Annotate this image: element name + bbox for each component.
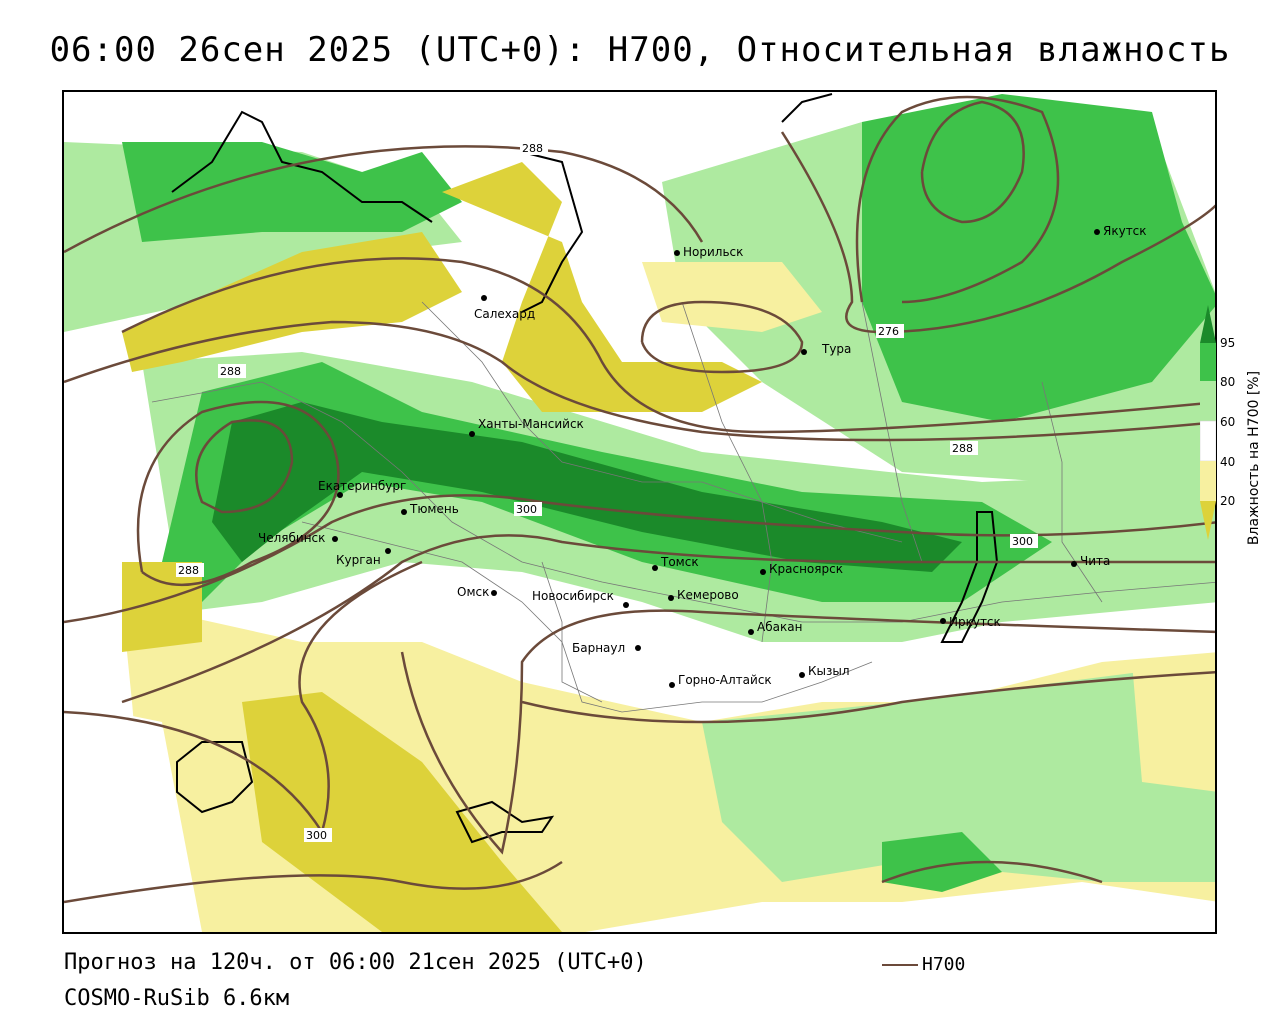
city-novosibirsk[interactable]: Новосибирск xyxy=(532,589,629,608)
svg-text:Кемерово: Кемерово xyxy=(677,588,739,602)
h700-contours xyxy=(64,95,1215,904)
svg-text:Тура: Тура xyxy=(821,342,851,356)
city-gorno-altaysk[interactable]: Горно-Алтайск xyxy=(669,673,772,688)
svg-text:Горно-Алтайск: Горно-Алтайск xyxy=(678,673,772,687)
forecast-info: Прогноз на 120ч. от 06:00 21сен 2025 (UT… xyxy=(64,950,647,975)
svg-text:288: 288 xyxy=(220,365,241,378)
h700-legend-label: H700 xyxy=(922,954,966,975)
svg-text:Абакан: Абакан xyxy=(757,620,802,634)
svg-text:300: 300 xyxy=(1012,535,1033,548)
city-kurgan[interactable]: Курган xyxy=(336,548,391,567)
city-kemerovo[interactable]: Кемерово xyxy=(668,588,739,602)
svg-text:Красноярск: Красноярск xyxy=(769,562,843,576)
svg-text:Кызыл: Кызыл xyxy=(808,664,850,678)
colorbar-segment-gt95 xyxy=(1200,305,1216,343)
city-tyumen[interactable]: Тюмень xyxy=(401,502,459,516)
humidity-colorbar xyxy=(1200,305,1216,540)
colorbar-tick-80: 80 xyxy=(1220,375,1236,389)
city-norilsk[interactable]: Норильск xyxy=(674,245,743,259)
map-frame[interactable]: 288 288 288 288 300 300 300 276 Норильск… xyxy=(62,90,1217,934)
svg-text:Иркутск: Иркутск xyxy=(949,615,1001,629)
h700-legend: H700 xyxy=(882,954,965,975)
svg-text:Норильск: Норильск xyxy=(683,245,743,259)
contour-label-1: 288 xyxy=(520,141,548,155)
city-markers: Норильск Якутск Салехард Тура Ханты-Манс… xyxy=(258,224,1147,688)
colorbar-segment-lt20 xyxy=(1200,501,1216,540)
city-krasnoyarsk[interactable]: Красноярск xyxy=(760,562,843,576)
svg-text:300: 300 xyxy=(306,829,327,842)
svg-text:Якутск: Якутск xyxy=(1103,224,1147,238)
svg-text:Новосибирск: Новосибирск xyxy=(532,589,614,603)
svg-text:Омск: Омск xyxy=(457,585,489,599)
svg-text:Челябинск: Челябинск xyxy=(258,531,325,545)
city-yakutsk[interactable]: Якутск xyxy=(1094,224,1147,238)
svg-text:288: 288 xyxy=(178,564,199,577)
city-kyzyl[interactable]: Кызыл xyxy=(799,664,850,678)
contour-label-2: 288 xyxy=(218,364,246,378)
city-chita[interactable]: Чита xyxy=(1071,554,1110,568)
h700-legend-swatch xyxy=(882,963,918,966)
svg-text:288: 288 xyxy=(952,442,973,455)
city-tura[interactable]: Тура xyxy=(801,342,851,356)
contour-label-7: 300 xyxy=(304,828,332,842)
city-chelyabinsk[interactable]: Челябинск xyxy=(258,531,338,545)
colorbar-tick-40: 40 xyxy=(1220,455,1236,469)
svg-text:Тюмень: Тюмень xyxy=(409,502,459,516)
svg-text:Чита: Чита xyxy=(1080,554,1110,568)
svg-text:Салехард: Салехард xyxy=(474,307,535,321)
humidity-fill-layer xyxy=(64,94,1215,932)
contour-label-3: 288 xyxy=(950,441,978,455)
svg-text:Курган: Курган xyxy=(336,553,381,567)
colorbar-segment-40-60 xyxy=(1200,420,1216,462)
city-barnaul[interactable]: Барнаул xyxy=(572,641,641,655)
city-tomsk[interactable]: Томск xyxy=(652,555,699,571)
humidity-map[interactable]: 288 288 288 288 300 300 300 276 Норильск… xyxy=(64,92,1217,934)
city-salekhard[interactable]: Салехард xyxy=(474,295,535,321)
svg-text:276: 276 xyxy=(878,325,899,338)
map-title: 06:00 26сен 2025 (UTC+0): H700, Относите… xyxy=(49,30,1231,70)
contour-label-5: 300 xyxy=(514,502,542,516)
svg-text:Ханты-Мансийск: Ханты-Мансийск xyxy=(478,417,584,431)
city-khanty-mansiysk[interactable]: Ханты-Мансийск xyxy=(469,417,584,437)
city-abakan[interactable]: Абакан xyxy=(748,620,802,635)
svg-text:Барнаул: Барнаул xyxy=(572,641,625,655)
contour-labels: 288 288 288 288 300 300 300 276 xyxy=(176,141,1038,842)
svg-text:288: 288 xyxy=(522,142,543,155)
city-irkutsk[interactable]: Иркутск xyxy=(940,615,1001,629)
contour-label-4: 288 xyxy=(176,563,204,577)
colorbar-segment-60-80 xyxy=(1200,381,1216,421)
svg-text:Екатеринбург: Екатеринбург xyxy=(318,479,406,493)
colorbar-title: Влажность на H700 [%] xyxy=(1246,370,1262,546)
colorbar-segment-80-95 xyxy=(1200,343,1216,381)
boundaries-layer xyxy=(151,301,1215,713)
colorbar-segment-20-40 xyxy=(1200,461,1216,501)
contour-label-6: 300 xyxy=(1010,534,1038,548)
colorbar-tick-95: 95 xyxy=(1220,336,1236,350)
svg-text:300: 300 xyxy=(516,503,537,516)
colorbar-tick-20: 20 xyxy=(1220,494,1236,508)
colorbar-tick-60: 60 xyxy=(1220,415,1236,429)
city-yekaterinburg[interactable]: Екатеринбург xyxy=(318,479,406,498)
svg-text:Томск: Томск xyxy=(660,555,699,569)
contour-label-8: 276 xyxy=(876,324,904,338)
city-omsk[interactable]: Омск xyxy=(457,585,497,599)
model-name: COSMO-RuSib 6.6км xyxy=(64,986,290,1011)
